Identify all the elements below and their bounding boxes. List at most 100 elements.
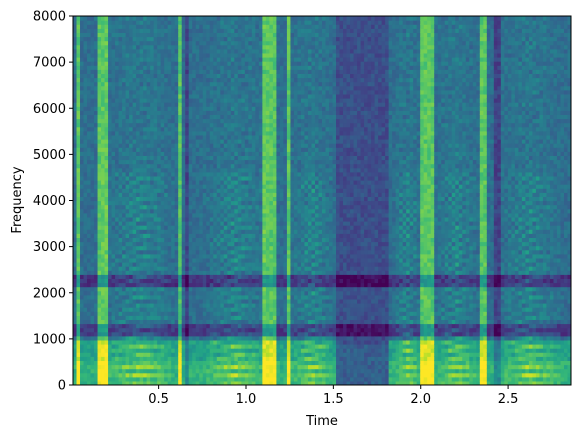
heatmap-cell xyxy=(150,114,155,120)
heatmap-cell xyxy=(104,282,109,288)
heatmap-cell xyxy=(171,122,176,128)
heatmap-cell xyxy=(223,372,228,378)
heatmap-cell xyxy=(237,298,242,304)
heatmap-cell xyxy=(76,28,81,33)
heatmap-cell xyxy=(213,266,218,271)
heatmap-cell xyxy=(139,81,144,87)
heatmap-cell xyxy=(255,114,260,120)
heatmap-cell xyxy=(262,307,267,312)
heatmap-cell xyxy=(174,81,179,87)
heatmap-cell xyxy=(227,143,232,148)
heatmap-cell xyxy=(202,155,207,161)
heatmap-cell xyxy=(244,151,249,156)
heatmap-cell xyxy=(188,208,193,214)
heatmap-cell xyxy=(258,360,263,366)
heatmap-cell xyxy=(248,126,253,132)
heatmap-cell xyxy=(195,380,200,385)
heatmap-cell xyxy=(223,175,228,181)
heatmap-cell xyxy=(202,323,207,329)
heatmap-cell xyxy=(237,290,242,296)
heatmap-cell xyxy=(234,20,239,25)
heatmap-cell xyxy=(101,171,106,177)
heatmap-cell xyxy=(181,192,186,197)
heatmap-cell xyxy=(160,356,165,361)
heatmap-cell xyxy=(97,73,102,79)
heatmap-cell xyxy=(132,368,137,374)
heatmap-cell xyxy=(115,118,120,124)
heatmap-cell xyxy=(195,130,200,136)
heatmap-cell xyxy=(153,290,158,296)
heatmap-cell xyxy=(90,241,95,247)
heatmap-cell xyxy=(181,110,186,115)
heatmap-cell xyxy=(157,286,162,292)
heatmap-cell xyxy=(136,93,141,99)
heatmap-cell xyxy=(132,28,137,33)
heatmap-cell xyxy=(237,372,242,378)
heatmap-cell xyxy=(185,93,190,99)
heatmap-cell xyxy=(87,294,92,300)
heatmap-cell xyxy=(216,16,221,21)
heatmap-cell xyxy=(73,282,78,288)
heatmap-cell xyxy=(216,286,221,292)
heatmap-cell xyxy=(265,380,270,385)
heatmap-cell xyxy=(157,163,162,169)
heatmap-cell xyxy=(251,221,256,226)
heatmap-cell xyxy=(178,159,183,165)
heatmap-cell xyxy=(94,73,99,79)
heatmap-cell xyxy=(237,315,242,320)
heatmap-cell xyxy=(111,36,116,42)
heatmap-cell xyxy=(255,303,260,308)
heatmap-cell xyxy=(192,147,197,152)
heatmap-cell xyxy=(181,229,186,234)
heatmap-cell xyxy=(230,311,235,316)
heatmap-cell xyxy=(90,175,95,181)
heatmap-cell xyxy=(216,24,221,29)
heatmap-cell xyxy=(192,216,197,222)
heatmap-cell xyxy=(227,368,232,374)
heatmap-cell xyxy=(104,48,109,54)
heatmap-cell xyxy=(202,69,207,74)
heatmap-cell xyxy=(237,208,242,214)
heatmap-cell xyxy=(255,188,260,193)
heatmap-cell xyxy=(209,286,214,292)
heatmap-cell xyxy=(115,106,120,111)
heatmap-cell xyxy=(76,274,81,279)
heatmap-cell xyxy=(83,241,88,247)
heatmap-cell xyxy=(157,335,162,341)
heatmap-cell xyxy=(213,241,218,247)
heatmap-cell xyxy=(73,188,78,193)
heatmap-cell xyxy=(157,110,162,115)
heatmap-cell xyxy=(251,188,256,193)
heatmap-cell xyxy=(244,118,249,124)
heatmap-cell xyxy=(125,126,130,132)
heatmap-cell xyxy=(132,245,137,251)
heatmap-cell xyxy=(185,130,190,136)
heatmap-cell xyxy=(146,28,151,33)
heatmap-cell xyxy=(139,36,144,42)
heatmap-cell xyxy=(83,208,88,214)
heatmap-cell xyxy=(122,225,127,230)
heatmap-cell xyxy=(258,307,263,312)
heatmap-cell xyxy=(258,204,263,210)
heatmap-cell xyxy=(216,159,221,165)
heatmap-cell xyxy=(255,126,260,132)
heatmap-cell xyxy=(146,192,151,197)
heatmap-cell xyxy=(192,102,197,107)
heatmap-cell xyxy=(258,344,263,349)
heatmap-cell xyxy=(258,155,263,161)
heatmap-cell xyxy=(241,237,246,243)
heatmap-cell xyxy=(80,65,85,70)
heatmap-cell xyxy=(258,278,263,284)
heatmap-cell xyxy=(139,225,144,230)
heatmap-cell xyxy=(150,208,155,214)
heatmap-cell xyxy=(251,93,256,99)
heatmap-cell xyxy=(101,134,106,140)
heatmap-cell xyxy=(199,257,204,263)
heatmap-cell xyxy=(132,48,137,54)
heatmap-cell xyxy=(87,221,92,226)
heatmap-cell xyxy=(125,175,130,181)
heatmap-cell xyxy=(244,360,249,366)
heatmap-cell xyxy=(209,241,214,247)
heatmap-cell xyxy=(94,36,99,42)
heatmap-cell xyxy=(83,24,88,29)
